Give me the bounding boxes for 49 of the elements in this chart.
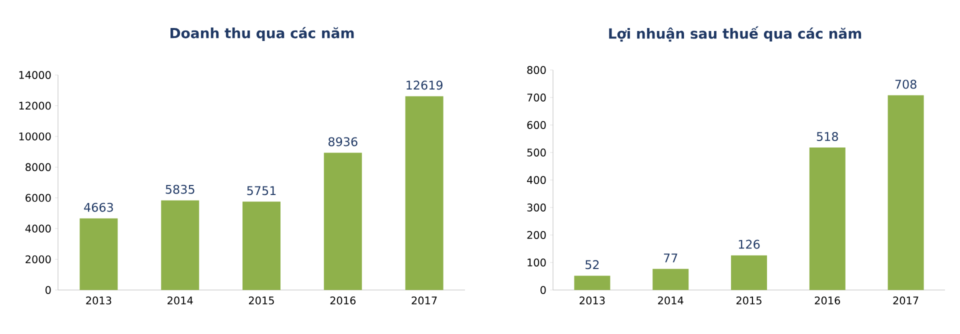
y-tick-label: 14000 xyxy=(19,71,51,79)
bar xyxy=(809,148,846,290)
x-tick-label: 2016 xyxy=(814,296,840,304)
y-tick-label: 12000 xyxy=(19,102,51,110)
y-tick-label: 2000 xyxy=(26,255,51,264)
y-tick-label: 200 xyxy=(527,231,546,239)
x-tick-label: 2017 xyxy=(412,296,437,304)
y-tick-label: 700 xyxy=(527,94,546,102)
data-label: 77 xyxy=(664,254,678,262)
y-tick-label: 600 xyxy=(527,121,546,129)
x-tick-label: 2013 xyxy=(580,296,605,304)
x-tick-label: 2015 xyxy=(736,296,762,304)
bar xyxy=(161,200,200,290)
bar xyxy=(888,95,924,290)
data-label: 708 xyxy=(895,80,916,89)
y-tick-label: 0 xyxy=(540,286,546,294)
data-label: 4663 xyxy=(84,202,113,212)
x-tick-label: 2017 xyxy=(893,296,918,304)
y-tick-label: 6000 xyxy=(26,194,51,202)
x-tick-label: 2016 xyxy=(330,296,356,304)
data-label: 126 xyxy=(738,240,760,249)
y-tick-label: 8000 xyxy=(26,163,51,172)
y-tick-label: 100 xyxy=(528,258,546,266)
data-label: 12619 xyxy=(406,80,442,90)
y-tick-label: 500 xyxy=(527,148,546,156)
chart-title: Lợi nhuận sau thuế qua các năm xyxy=(609,26,862,42)
data-label: 5751 xyxy=(247,186,276,196)
data-label: 518 xyxy=(816,132,838,142)
bar xyxy=(574,276,610,290)
y-tick-label: 10000 xyxy=(19,132,51,140)
y-tick-label: 300 xyxy=(527,204,546,212)
y-tick-label: 0 xyxy=(46,286,51,294)
bar xyxy=(731,255,768,290)
chart-title: Doanh thu qua các năm xyxy=(170,26,354,42)
y-tick-label: 800 xyxy=(527,66,546,74)
bar xyxy=(324,152,362,290)
x-tick-label: 2014 xyxy=(168,296,193,304)
y-tick-label: 4000 xyxy=(25,224,51,233)
data-label: 8936 xyxy=(328,137,358,146)
bar xyxy=(652,268,689,290)
x-tick-label: 2015 xyxy=(248,296,274,304)
bar xyxy=(405,96,444,290)
data-label: 52 xyxy=(586,260,599,270)
y-tick-label: 400 xyxy=(527,176,546,184)
x-tick-label: 2013 xyxy=(86,296,112,304)
bar xyxy=(242,202,281,290)
x-tick-label: 2014 xyxy=(658,296,684,304)
data-label: 5835 xyxy=(166,184,194,194)
bar xyxy=(80,218,118,290)
